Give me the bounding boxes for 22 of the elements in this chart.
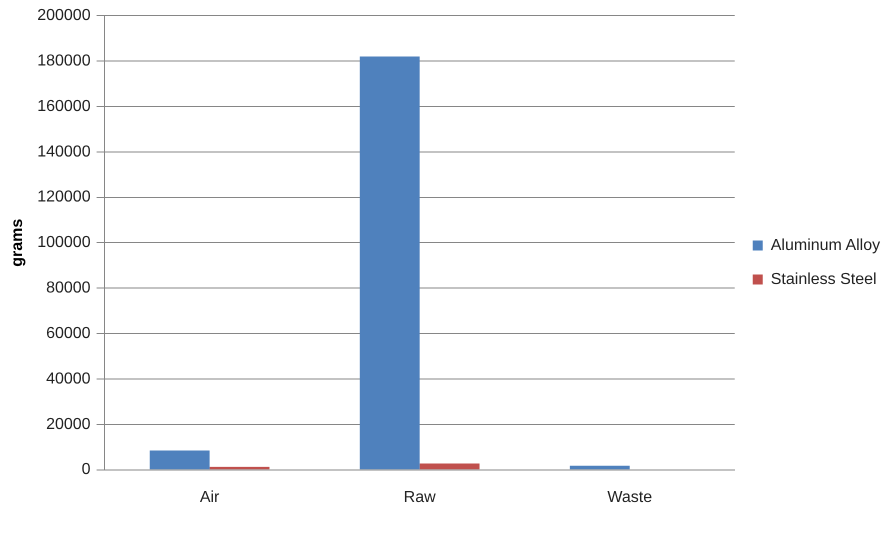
y-tick-label: 60000 [46,324,91,342]
legend-label: Stainless Steel [770,270,877,288]
y-axis-title: grams [9,218,26,267]
bar [360,56,420,470]
legend-label: Aluminum Alloy [770,236,880,254]
y-tick-label: 160000 [37,98,91,115]
y-tick-label: 80000 [46,280,91,297]
y-tick-label: 100000 [37,234,91,252]
bar [570,466,630,470]
bar [420,463,480,470]
y-tick-label: 20000 [46,416,91,433]
x-tick-label: Waste [607,488,652,506]
y-tick-label: 180000 [37,52,91,70]
y-tick-label: 200000 [37,7,91,24]
x-tick-label: Air [200,488,220,506]
x-tick-label: Raw [404,488,436,506]
bar [210,466,270,470]
y-tick-label: 40000 [46,370,91,388]
y-tick-label: 140000 [37,143,91,160]
bar [150,450,210,470]
y-tick-label: 120000 [37,188,91,206]
y-tick-label: 0 [82,461,91,478]
